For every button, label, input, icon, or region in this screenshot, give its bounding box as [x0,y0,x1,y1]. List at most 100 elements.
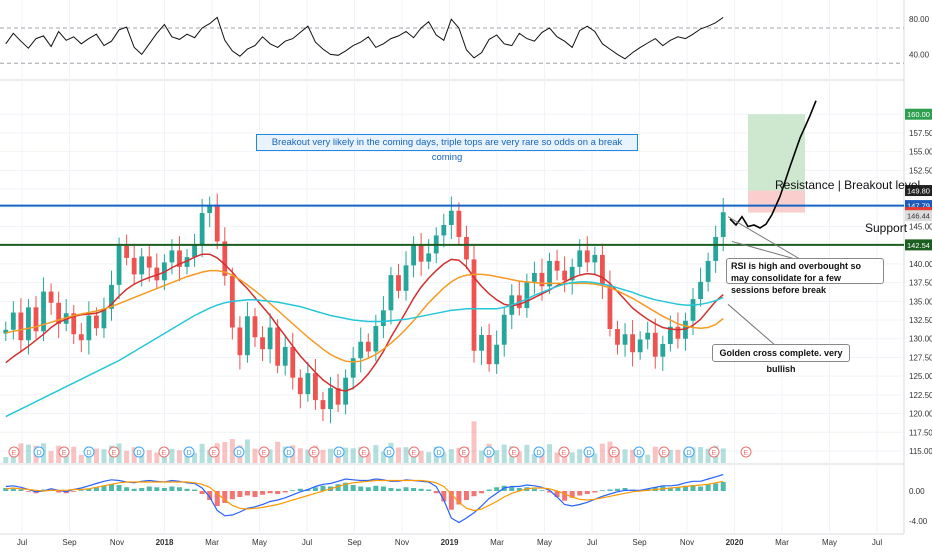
event-marker-label: E [744,450,749,457]
candle-body [358,341,364,359]
macd-histogram-bar [10,488,16,491]
macd-histogram-bar [471,491,477,497]
volume-bar [441,452,447,463]
macd-histogram-bar [486,489,492,491]
macd-histogram-bar [176,487,182,491]
candle-body [441,224,447,236]
breakout-annotation[interactable]: Breakout very likely in the coming days,… [256,134,638,163]
candle-body [554,260,560,271]
macd-histogram-bar [622,488,628,491]
candle-body [139,256,145,275]
macd-histogram-bar [192,489,198,491]
volume-bar [395,447,401,463]
candle-body [501,314,507,345]
earnings-marker [308,446,320,458]
macd-histogram-bar [448,491,454,510]
volume-bar [297,448,303,463]
dividend-marker [533,446,545,458]
time-tick-label: Jul [587,538,597,547]
candle-body [584,250,590,263]
volume-bar [154,452,160,463]
event-marker-label: D [386,450,391,457]
macd-histogram-bar [577,491,583,496]
dividend-marker [83,446,95,458]
macd-histogram-bar [373,485,379,491]
candle-body [547,260,552,287]
volume-bar [554,452,560,463]
candle-body [532,272,537,282]
price-tag [905,200,932,212]
volume-bar [146,450,152,463]
macd-histogram-bar [161,488,167,491]
volume-bar [365,452,371,463]
volume-bar [614,449,620,463]
candle-body [479,335,484,351]
earnings-marker [58,446,70,458]
candle-body [328,388,333,410]
candle-body [494,344,500,365]
dividend-marker [683,446,695,458]
time-tick-label: May [537,538,552,547]
candle-body [109,284,114,309]
macd-histogram-bar [25,491,31,492]
candle-body [94,315,99,329]
candle-body [71,313,77,335]
candle-body [592,254,598,263]
macd-histogram-bar [426,489,432,491]
candle-body [448,210,454,225]
volume-bar [328,448,334,463]
time-tick-label: Mar [775,538,789,547]
dividend-marker [633,446,645,458]
volume-bar [403,447,409,463]
volume-bar [93,448,99,463]
candle-body [214,204,220,242]
price-tick-label: 137.50 [909,279,932,288]
candle-body [524,281,530,309]
golden-cross-annotation[interactable]: Golden cross complete. very bullish [712,344,850,374]
volume-bar [426,452,432,463]
macd-histogram-bar [116,485,122,491]
candle-body [3,329,9,334]
macd-histogram-bar [456,491,462,505]
candle-body [373,326,379,352]
macd-histogram-bar [282,491,288,493]
earnings-marker [208,446,220,458]
time-tick-label: May [822,538,837,547]
macd-histogram-bar [275,491,281,494]
macd-histogram-bar [614,488,620,491]
volume-bar [343,447,349,463]
volume-bar [305,449,311,463]
candle-body [350,358,356,378]
volume-bar [267,449,273,463]
candle-body [411,244,416,266]
candle-body [645,332,651,340]
macd-histogram-bar [169,486,175,491]
volume-bar [675,449,681,463]
volume-bar [131,447,137,463]
candle-body [86,315,92,341]
volume-bar [56,445,62,463]
event-marker-label: E [712,450,717,457]
rsi-annotation[interactable]: RSI is high and overbought so may consol… [726,258,884,295]
candle-body [207,204,213,213]
macd-histogram-bar [547,491,553,493]
event-marker-label: D [586,450,591,457]
macd-histogram-bar [411,488,417,491]
macd-histogram-bar [312,487,318,491]
macd-signal-line [5,479,724,512]
macd-histogram-bar [139,488,145,491]
time-tick-label: Jul [302,538,312,547]
price-tick-label: 125.00 [909,372,932,381]
price-tag [905,185,932,197]
candle-body [698,281,703,300]
volume-bar [207,450,213,463]
macd-histogram-bar [154,487,160,491]
macd-histogram-bar [199,491,205,494]
candle-body [199,212,205,246]
golden-annotation-leader [727,303,777,347]
volume-bar [78,454,84,463]
macd-histogram-bar [599,490,605,492]
volume-bar [25,444,31,463]
event-marker-label: D [36,450,41,457]
candle-body [18,312,24,341]
